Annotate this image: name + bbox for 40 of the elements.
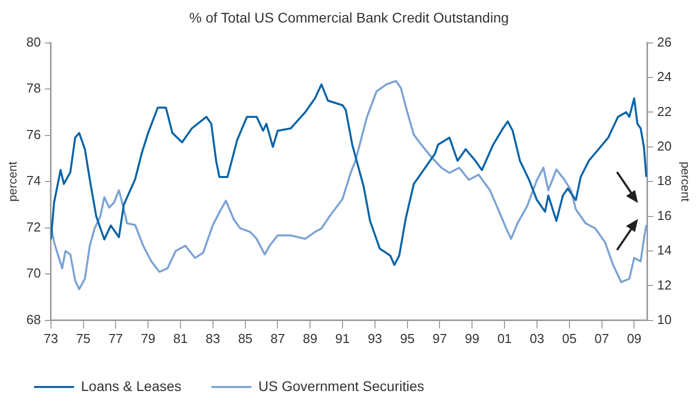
x-tick-label: 85 <box>238 330 253 346</box>
x-tick-label: 05 <box>562 330 577 346</box>
y2-axis-title: percent <box>678 162 692 202</box>
x-tick-label: 75 <box>76 330 90 346</box>
y-tick-label: 80 <box>26 34 41 50</box>
chart-title: % of Total US Commercial Bank Credit Outstanding <box>189 9 509 26</box>
x-tick-label: 79 <box>140 330 156 346</box>
y-tick-label: 76 <box>26 126 41 142</box>
x-tick-label: 83 <box>206 330 220 346</box>
x-tick-label: 73 <box>44 330 58 346</box>
y-tick-label: 74 <box>26 173 41 188</box>
x-tick-label: 07 <box>594 330 610 346</box>
x-tick-label: 93 <box>368 330 382 346</box>
x-tick-label: 97 <box>432 330 447 346</box>
x-tick-label: 87 <box>270 330 285 346</box>
x-tick-label: 99 <box>464 330 480 346</box>
x-tick-label: 89 <box>302 330 318 346</box>
x-tick-label: 91 <box>335 330 350 346</box>
legend-label: US Government Securities <box>258 378 424 394</box>
y-tick-label: 78 <box>26 80 41 96</box>
x-tick-label: 03 <box>530 330 544 346</box>
x-tick-label: 01 <box>497 330 512 346</box>
y2-tick-label: 22 <box>657 104 672 119</box>
y2-tick-label: 12 <box>657 277 672 292</box>
y2-tick-label: 26 <box>657 34 672 50</box>
y2-tick-label: 20 <box>657 138 672 154</box>
y-tick-label: 72 <box>26 219 41 234</box>
y-tick-label: 70 <box>26 266 41 281</box>
y-tick-label: 68 <box>26 312 41 327</box>
x-tick-label: 81 <box>173 330 188 346</box>
legend-label: Loans & Leases <box>81 378 182 394</box>
y2-tick-label: 24 <box>657 69 672 84</box>
y2-tick-label: 16 <box>657 208 672 223</box>
x-tick-label: 95 <box>400 330 415 346</box>
y-axis-title: percent <box>6 160 20 202</box>
y2-tick-label: 10 <box>657 312 672 327</box>
y2-tick-label: 18 <box>657 173 672 188</box>
x-tick-label: 09 <box>626 330 642 346</box>
y2-tick-label: 14 <box>657 242 672 258</box>
x-tick-label: 77 <box>108 330 123 346</box>
